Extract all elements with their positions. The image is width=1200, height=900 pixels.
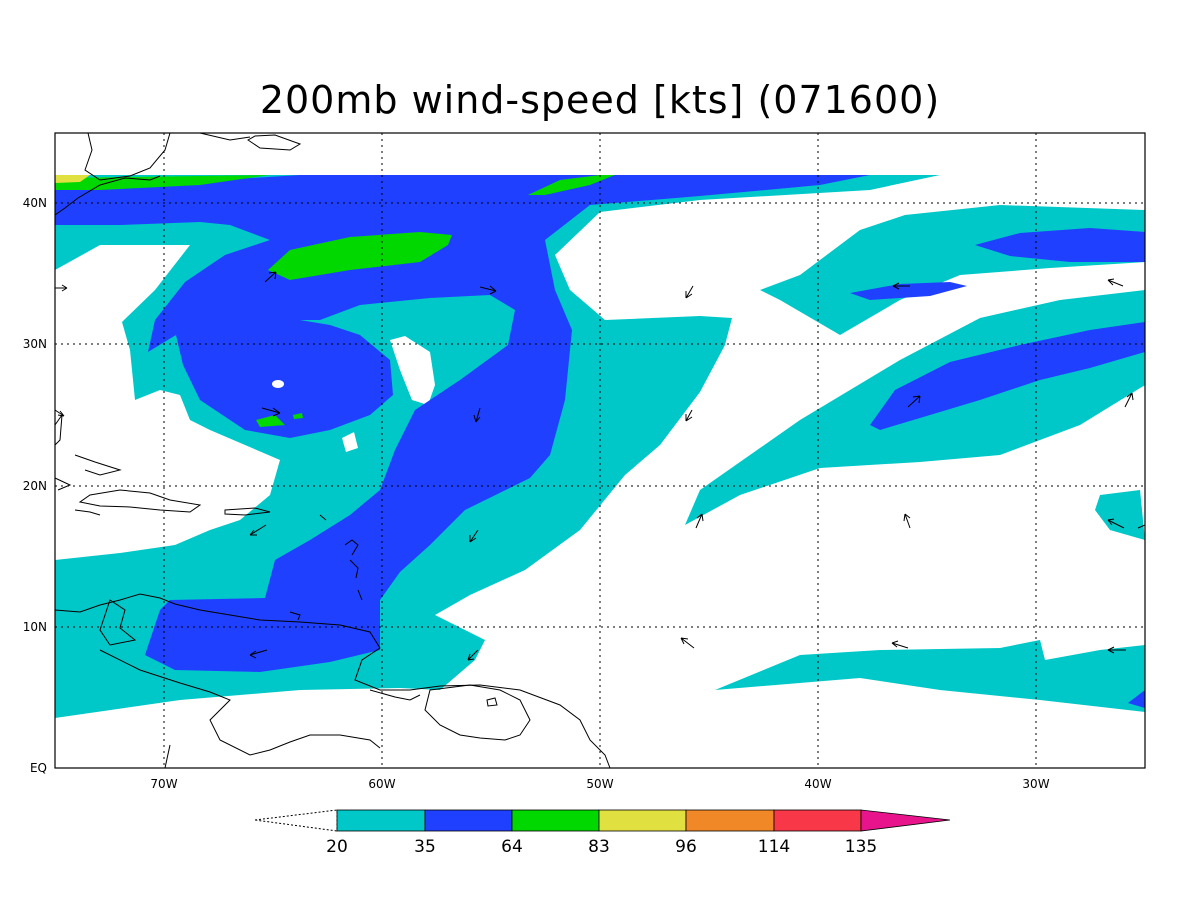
wind-arrow: [249, 524, 267, 536]
latitude-labels: 40N 30N 20N 10N EQ: [23, 196, 47, 775]
map-title: 200mb wind-speed [kts] (071600): [259, 78, 941, 122]
wind-band-35-64: [1128, 690, 1145, 708]
wind-band-64-83: [528, 175, 615, 195]
wind-arrow: [264, 271, 277, 283]
lat-label: 10N: [23, 620, 47, 634]
lat-label: 40N: [23, 196, 47, 210]
wind-band-35-64: [55, 175, 870, 672]
colorbar-label: 64: [501, 837, 523, 857]
colorbar-label: 114: [758, 837, 790, 857]
map-frame: [54, 132, 1146, 769]
wind-arrow: [261, 407, 281, 417]
calm-region: [272, 380, 284, 388]
wind-arrow: [1107, 518, 1125, 529]
lon-label: 40W: [804, 777, 831, 791]
wind-arrow: [891, 640, 909, 649]
calm-region: [55, 245, 280, 560]
longitude-labels: 70W 60W 50W 40W 30W: [150, 777, 1049, 791]
lon-label: 60W: [368, 777, 395, 791]
colorbar-label: 83: [588, 837, 610, 857]
colorbar-swatch: [685, 809, 775, 832]
wind-arrow: [695, 513, 704, 529]
colorbar: 20 35 64 83 96 114 135: [254, 809, 951, 857]
colorbar-label: 135: [845, 837, 877, 857]
wind-arrow: [479, 285, 497, 295]
lon-label: 70W: [150, 777, 177, 791]
lat-label: 30N: [23, 337, 47, 351]
wind-arrow: [249, 649, 268, 659]
wind-arrow: [467, 649, 479, 661]
wind-arrow: [892, 282, 910, 290]
wind-arrow: [1137, 524, 1146, 529]
colorbar-swatch: [511, 809, 600, 832]
colorbar-swatch: [336, 809, 426, 832]
wind-band-35-64: [870, 322, 1145, 430]
colorbar-label: 96: [675, 837, 697, 857]
wind-speed-field: [55, 175, 1145, 718]
wind-arrow: [903, 513, 911, 529]
calm-region: [390, 336, 435, 405]
wind-band-64-83: [256, 415, 285, 427]
wind-arrow: [1107, 646, 1126, 654]
colorbar-high-triangle: [860, 809, 951, 832]
wind-vectors: [54, 271, 1146, 661]
colorbar-label: 20: [326, 837, 348, 857]
wind-band-20-35: [1095, 490, 1145, 540]
wind-band-35-64: [850, 282, 967, 300]
lon-label: 50W: [586, 777, 613, 791]
colorbar-low-triangle: [254, 809, 338, 832]
colorbar-swatch: [773, 809, 862, 832]
wind-arrow: [685, 409, 693, 422]
wind-arrow: [680, 637, 695, 649]
lat-label: EQ: [30, 761, 47, 775]
colorbar-swatch: [598, 809, 687, 832]
wind-band-64-83: [268, 232, 452, 280]
colorbar-label: 35: [414, 837, 436, 857]
wind-arrow: [473, 407, 481, 423]
lon-label: 30W: [1022, 777, 1049, 791]
graticule: [55, 133, 1145, 768]
coastlines: [54, 132, 611, 769]
wind-band-35-64: [975, 228, 1145, 262]
wind-arrow: [907, 395, 921, 408]
lat-label: 20N: [23, 479, 47, 493]
wind-arrow: [55, 284, 68, 292]
wind-band-64-83: [293, 413, 303, 419]
wind-band-83-96: [55, 175, 90, 183]
wind-band-20-35: [715, 640, 1145, 712]
calm-region: [342, 432, 358, 452]
wind-arrow: [1124, 392, 1134, 408]
wind-arrow: [1107, 278, 1124, 287]
wind-arrow: [685, 285, 694, 299]
wind-arrow: [469, 529, 479, 543]
wind-arrow: [54, 409, 65, 417]
colorbar-swatch: [424, 809, 513, 832]
